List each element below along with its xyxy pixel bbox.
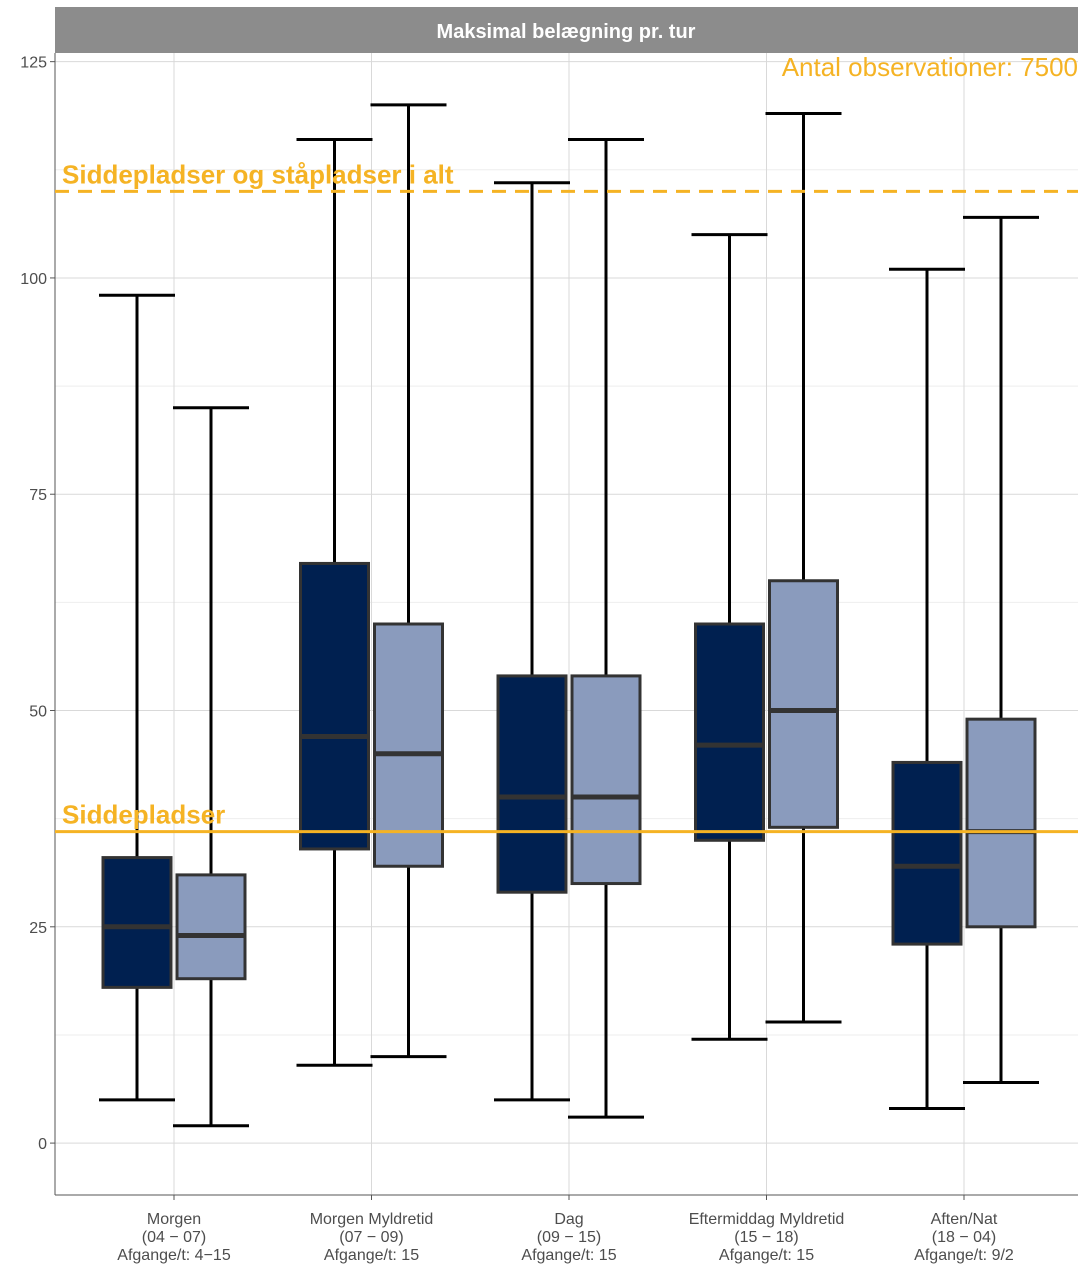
- box: [965, 717, 1037, 929]
- reference-lines: Siddepladser og ståpladser i alt Siddepla…: [55, 159, 1078, 834]
- box: [768, 579, 839, 829]
- observations-annotation: Antal observationer: 7500: [782, 52, 1078, 82]
- x-tick-label: (18 − 04): [932, 1229, 996, 1246]
- box: [373, 622, 444, 868]
- x-tick-label: (09 − 15): [537, 1229, 601, 1246]
- box-series: [99, 103, 1039, 1128]
- y-tick-label: 25: [29, 920, 47, 937]
- boxplot: [370, 103, 447, 1059]
- y-tick-label: 125: [20, 55, 47, 72]
- x-tick-label: Afgange/t: 15: [324, 1247, 419, 1264]
- x-tick-label: Morgen Myldretid: [310, 1211, 434, 1228]
- box: [570, 674, 642, 886]
- boxplot: [889, 267, 965, 1110]
- grid-lines: [55, 53, 1078, 1195]
- box: [694, 622, 765, 842]
- boxplot: [963, 215, 1039, 1085]
- x-tick-label: Eftermiddag Myldretid: [689, 1211, 845, 1228]
- box: [175, 873, 247, 981]
- reference-line-label: Siddepladser: [62, 800, 225, 830]
- reference-line-label: Siddepladser og ståpladser i alt: [62, 159, 454, 189]
- boxplot: [173, 406, 249, 1128]
- boxplot: [568, 138, 644, 1119]
- x-tick-label: (04 − 07): [142, 1229, 206, 1246]
- boxplot: [296, 138, 373, 1067]
- chart-title: Maksimal belægning pr. tur: [437, 21, 696, 43]
- boxplot: [691, 233, 768, 1041]
- y-tick-label: 50: [29, 704, 47, 721]
- x-tick-label: (15 − 18): [734, 1229, 798, 1246]
- y-tick-label: 100: [20, 271, 47, 288]
- axes: 0 25 50 75 100 125 Morgen(04 − 07)Afgange/t: 4…: [20, 53, 1078, 1264]
- boxplot: [765, 112, 842, 1024]
- x-tick-label: Aften/Nat: [931, 1211, 998, 1228]
- boxplot: [99, 293, 175, 1102]
- boxplot: [494, 181, 570, 1102]
- x-tick-label: Dag: [554, 1211, 583, 1228]
- x-tick-label: Afgange/t: 4−15: [117, 1247, 231, 1264]
- box: [299, 561, 370, 851]
- box: [496, 674, 568, 894]
- x-tick-label: (07 − 09): [339, 1229, 403, 1246]
- x-tick-label: Afgange/t: 9/2: [914, 1247, 1014, 1264]
- y-tick-label: 75: [29, 487, 47, 504]
- x-tick-label: Afgange/t: 15: [719, 1247, 814, 1264]
- x-tick-label: Morgen: [147, 1211, 201, 1228]
- box: [891, 760, 963, 946]
- title-strip: [55, 7, 1078, 53]
- box: [101, 856, 173, 989]
- x-tick-label: Afgange/t: 15: [521, 1247, 616, 1264]
- y-tick-label: 0: [38, 1136, 47, 1153]
